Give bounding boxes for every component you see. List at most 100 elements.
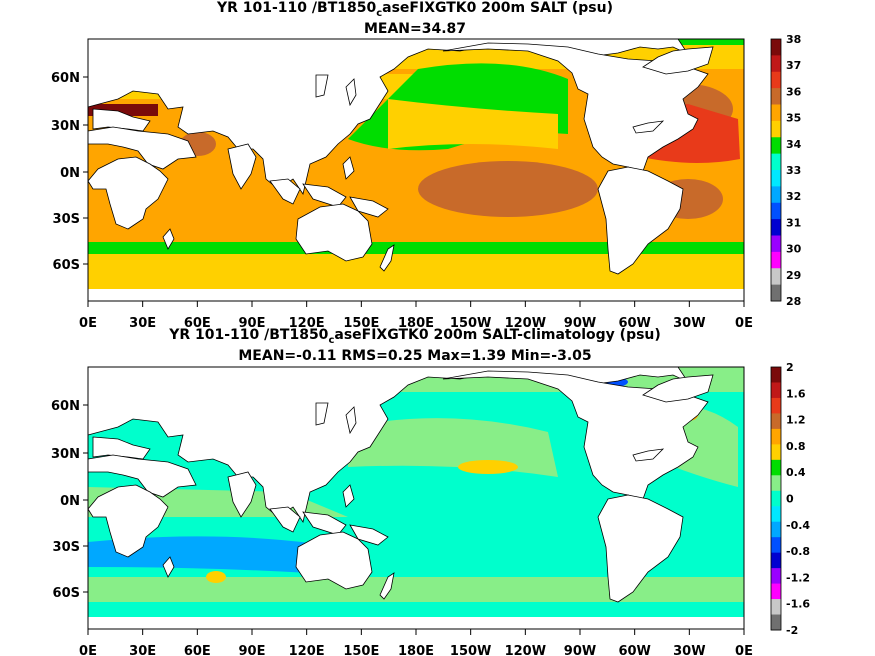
lon-tick-label: 60W <box>618 316 650 331</box>
colorbar-swatch <box>771 397 781 414</box>
lat-tick-label: 60N <box>51 399 80 414</box>
colorbar-label: 0.4 <box>786 466 806 479</box>
colorbar-label: 0 <box>786 493 794 506</box>
lon-tick-label: 60E <box>184 316 211 331</box>
lon-tick-label: 30W <box>673 316 705 331</box>
colorbar-label: -1.2 <box>786 571 810 584</box>
colorbar-swatch <box>771 219 781 236</box>
colorbar-label: -1.6 <box>786 598 810 611</box>
lat-tick-label: 60N <box>51 71 80 86</box>
lat-tick-label: 0N <box>60 494 80 509</box>
colorbar-label: 37 <box>786 59 801 72</box>
lat-tick-label: 60S <box>53 586 80 601</box>
lon-tick-label: 60E <box>184 644 211 656</box>
colorbar-label: -2 <box>786 624 798 637</box>
colorbar-swatch <box>771 88 781 105</box>
lon-tick-label: 150W <box>450 644 491 656</box>
lon-tick-label: 30E <box>129 644 156 656</box>
colorbar-swatch <box>771 444 781 461</box>
colorbar-swatch <box>771 583 781 600</box>
colorbar-swatch <box>771 251 781 269</box>
colorbar-swatch <box>771 568 781 585</box>
colorbar-label: 28 <box>786 295 801 308</box>
lon-tick-label: 90W <box>564 644 596 656</box>
colorbar-swatch <box>771 55 781 73</box>
colorbar-swatch <box>771 367 781 383</box>
colorbar-swatch <box>771 382 781 399</box>
colorbar-swatch <box>771 235 781 253</box>
lon-tick-label: 120E <box>289 316 325 331</box>
colorbar-swatch <box>771 120 781 138</box>
lat-tick-label: 30N <box>51 119 80 134</box>
lon-tick-label: 60W <box>618 644 650 656</box>
top-map-title: YR 101-110 /BT1850caseFIXGTK0 200m SALT … <box>216 0 614 19</box>
colorbar-label: 33 <box>786 164 801 177</box>
lon-tick-label: 30E <box>129 316 156 331</box>
lon-tick-label: 0E <box>79 316 97 331</box>
colorbar-swatch <box>771 170 781 187</box>
lon-tick-label: 180E <box>398 316 434 331</box>
bottom-map: 0E 30E 60E 90E 120E 150E 180E 150W 120W 90W 60W 30W… <box>51 366 753 656</box>
colorbar-swatch <box>771 614 781 631</box>
lon-tick-label: 150E <box>343 644 379 656</box>
lon-tick-label: 120W <box>505 316 546 331</box>
colorbar-label: -0.8 <box>786 545 810 558</box>
lat-tick-label: 60S <box>53 258 80 273</box>
top-colorbar: 38 37 36 35 34 33 32 31 30 29 28 <box>770 33 802 308</box>
colorbar-swatch <box>771 71 781 89</box>
colorbar-swatch <box>771 552 781 569</box>
lat-tick-label: 0N <box>60 166 80 181</box>
colorbar-label: 35 <box>786 112 801 125</box>
lon-tick-label: 90W <box>564 316 596 331</box>
colorbar-label: 34 <box>786 138 802 151</box>
colorbar-swatch <box>771 459 781 476</box>
top-map-stats: MEAN=34.87 <box>363 21 467 37</box>
colorbar-label: 36 <box>786 85 802 98</box>
colorbar-label: -0.4 <box>786 519 810 532</box>
colorbar-swatch <box>771 186 781 204</box>
bottom-colorbar: 2 1.6 1.2 0.8 0.4 0 -0.4 -0.8 -1.2 -1.6 -2 <box>770 361 810 637</box>
lon-tick-label: 150W <box>450 316 491 331</box>
lon-tick-label: 180E <box>398 644 434 656</box>
colorbar-swatch <box>771 428 781 445</box>
colorbar-swatch <box>771 521 781 538</box>
colorbar-swatch <box>771 39 781 56</box>
lon-tick-label: 90E <box>239 316 266 331</box>
lon-tick-label: 30W <box>673 644 705 656</box>
colorbar-label: 38 <box>786 33 801 46</box>
colorbar-swatch <box>771 284 781 302</box>
lon-tick-label: 0E <box>735 316 753 331</box>
lat-tick-label: 30N <box>51 447 80 462</box>
colorbar-label: 0.8 <box>786 440 806 453</box>
colorbar-swatch <box>771 537 781 554</box>
colorbar-swatch <box>771 413 781 430</box>
lon-tick-label: 150E <box>343 316 379 331</box>
colorbar-label: 2 <box>786 361 794 374</box>
colorbar-label: 29 <box>786 269 801 282</box>
colorbar-swatch <box>771 202 781 220</box>
bottom-map-title: YR 101-110 /BT1850caseFIXGTK0 200m SALT-… <box>169 327 661 346</box>
bottom-map-stats: MEAN=-0.11 RMS=0.25 Max=1.39 Min=-3.05 <box>238 348 592 364</box>
lon-tick-label: 120W <box>505 644 546 656</box>
colorbar-label: 1.2 <box>786 414 806 427</box>
colorbar-swatch <box>771 104 781 122</box>
colorbar-swatch <box>771 153 781 171</box>
lon-tick-label: 120E <box>289 644 325 656</box>
colorbar-swatch <box>771 137 781 155</box>
colorbar-swatch <box>771 475 781 492</box>
colorbar-label: 32 <box>786 190 801 203</box>
lon-tick-label: 0E <box>79 644 97 656</box>
top-map: 0E 30E 60E 90E 120E 150E 180E 150W 120W 90W 60W 30W… <box>51 38 753 331</box>
colorbar-label: 30 <box>786 243 802 256</box>
lat-tick-label: 30S <box>53 212 80 227</box>
colorbar-label: 31 <box>786 216 801 229</box>
colorbar-swatch <box>771 506 781 523</box>
lon-tick-label: 90E <box>239 644 266 656</box>
lat-tick-label: 30S <box>53 540 80 555</box>
colorbar-swatch <box>771 490 781 507</box>
colorbar-swatch <box>771 599 781 616</box>
colorbar-label: 1.6 <box>786 387 806 400</box>
lon-tick-label: 0E <box>735 644 753 656</box>
colorbar-swatch <box>771 268 781 286</box>
